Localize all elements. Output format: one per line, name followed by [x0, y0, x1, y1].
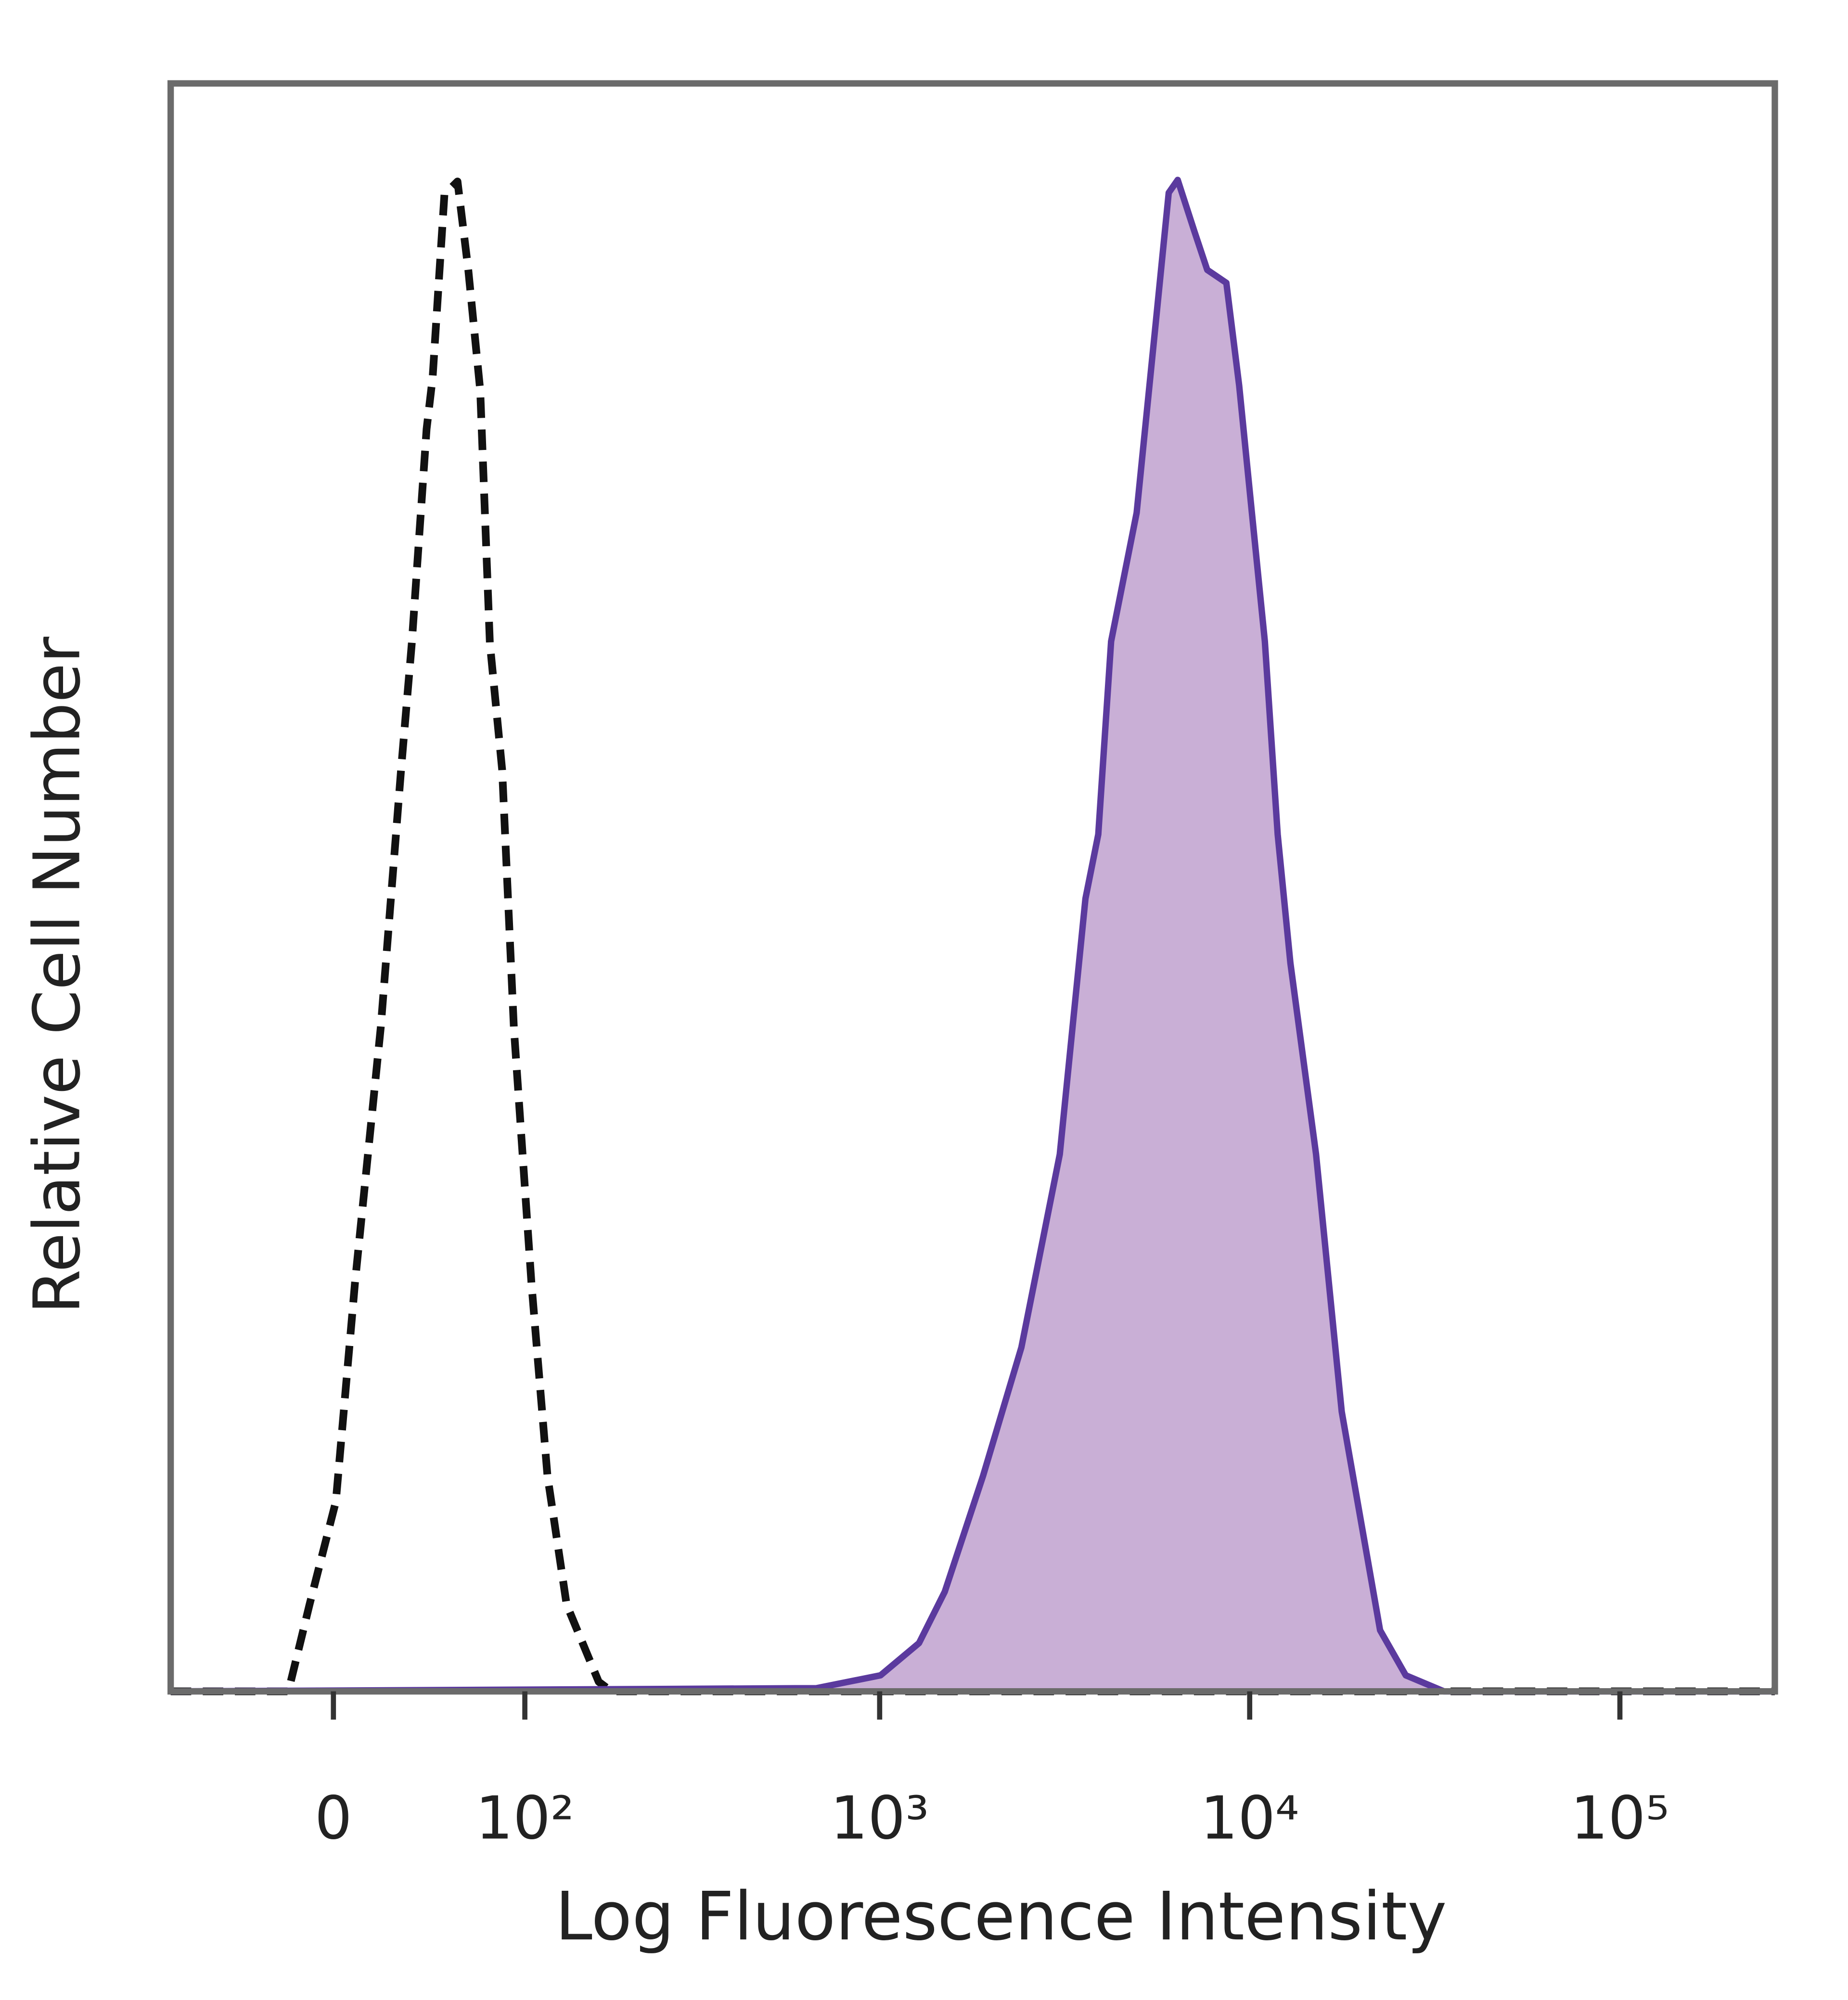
x-tick-label: 10⁴	[1200, 1783, 1299, 1852]
x-tick-label: 10³	[830, 1783, 929, 1852]
histogram-line	[170, 178, 1775, 1695]
histogram-line	[170, 177, 1775, 1695]
x-tick-label: 10⁵	[1570, 1783, 1669, 1852]
plot-frame	[167, 80, 1778, 1695]
histogram-area	[170, 179, 1775, 1692]
y-axis-label: Relative Cell Number	[20, 637, 95, 1314]
x-axis-label: Log Fluorescence Intensity	[555, 1877, 1447, 1955]
x-tick-label: 0	[315, 1783, 352, 1852]
x-tick-label: 10²	[475, 1783, 574, 1852]
